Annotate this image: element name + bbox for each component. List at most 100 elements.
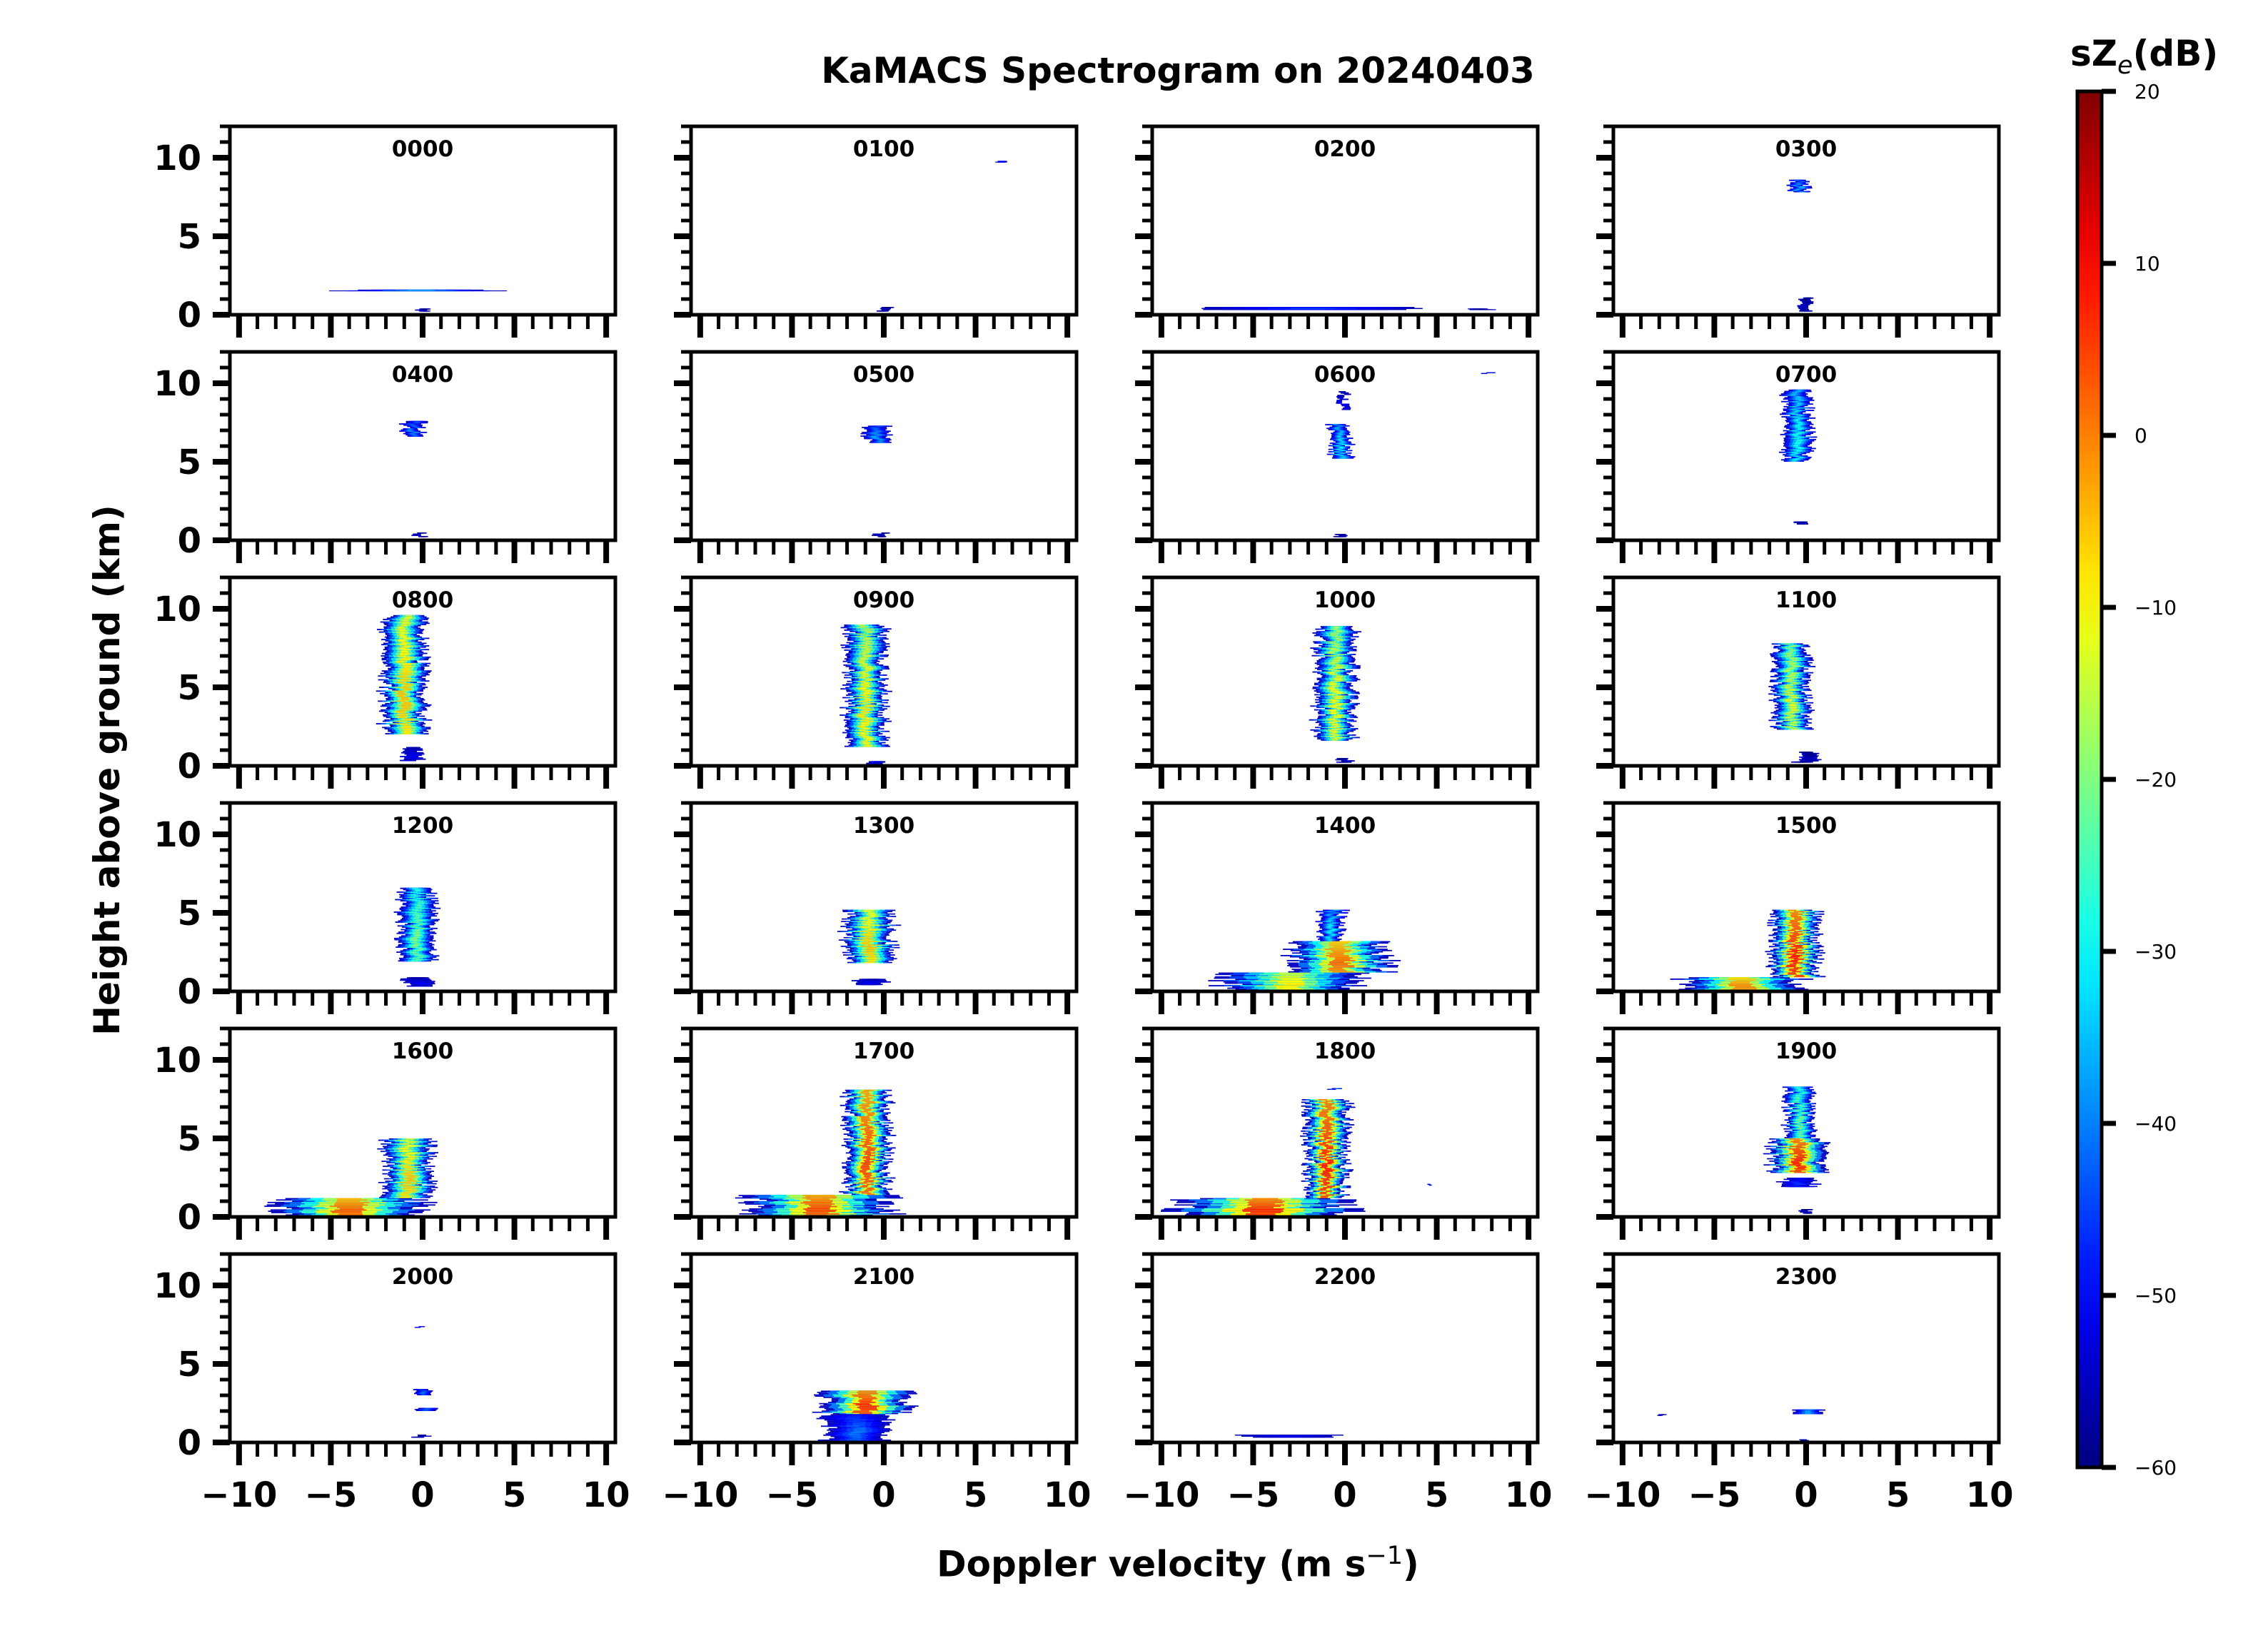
- echo-cell: [398, 647, 406, 649]
- echo-cell: [1332, 685, 1339, 687]
- echo-cell: [1344, 392, 1346, 394]
- echo-cell: [1798, 423, 1803, 425]
- echo-cell: [1331, 644, 1338, 647]
- echo-cell: [403, 677, 411, 679]
- echo-cell: [1794, 917, 1802, 919]
- echo-cell: [1341, 391, 1344, 393]
- echo-1: [866, 761, 886, 764]
- echo-cell: [1785, 713, 1790, 715]
- echo-cell: [1797, 439, 1804, 440]
- echo-cell: [1346, 407, 1348, 409]
- echo-cell: [1794, 918, 1803, 920]
- echo-1: [1467, 308, 1496, 310]
- echo-cell: [1808, 752, 1813, 754]
- echo-cell: [1789, 934, 1800, 936]
- echo-cell: [865, 949, 875, 951]
- echo-cell: [1277, 982, 1304, 984]
- echo-cell: [412, 909, 419, 911]
- echo-cell: [418, 947, 423, 949]
- echo-cell: [862, 923, 871, 925]
- echo-cell: [1790, 921, 1798, 923]
- echo-cell: [400, 1182, 411, 1183]
- echo-cell: [1284, 984, 1305, 986]
- echo-group: [876, 161, 1007, 312]
- echo-cell: [857, 688, 867, 690]
- echo-1: [1790, 752, 1822, 763]
- echo-cell: [1341, 758, 1344, 759]
- echo-cell: [875, 761, 879, 763]
- echo-cell: [1806, 301, 1809, 303]
- echo-cell: [403, 1149, 412, 1151]
- echo-cell: [1789, 968, 1798, 970]
- echo-cell: [1276, 986, 1298, 988]
- echo-cell: [415, 420, 420, 423]
- echo-cell: [403, 1167, 411, 1168]
- echo-cell: [863, 655, 872, 657]
- echo-cell: [403, 1185, 414, 1187]
- echo-cell: [1785, 966, 1796, 968]
- echo-cell: [1793, 455, 1799, 457]
- echo-cell: [1789, 657, 1798, 659]
- echo-cell: [861, 722, 869, 724]
- echo-cell: [1328, 942, 1349, 944]
- echo-cell: [1788, 972, 1796, 974]
- echo-cell: [1793, 438, 1799, 440]
- echo-cell: [862, 745, 872, 747]
- echo-cell: [1336, 714, 1343, 716]
- panel-label: 0600: [1314, 362, 1376, 388]
- echo-cell: [1790, 936, 1797, 938]
- echo-group: [860, 425, 893, 537]
- echo-cell: [862, 708, 871, 710]
- echo-cell: [1795, 947, 1804, 949]
- echo-cell: [1790, 718, 1798, 720]
- echo-cell: [860, 625, 869, 627]
- echo-cell: [858, 644, 868, 646]
- echo-cell: [400, 1194, 410, 1196]
- y-tick-label: 10: [153, 138, 201, 178]
- echo-cell: [1790, 649, 1796, 651]
- echo-cell: [1787, 689, 1795, 692]
- echo-cell: [1727, 979, 1756, 980]
- echo-cell: [399, 1196, 410, 1198]
- echo-0: [376, 615, 433, 734]
- echo-0: [1778, 389, 1818, 462]
- echo-cell: [1793, 445, 1798, 447]
- echo-cell: [401, 682, 410, 684]
- echo-cell: [1798, 428, 1802, 430]
- echo-cell: [877, 425, 883, 428]
- echo-cell: [417, 892, 424, 894]
- echo-cell: [1729, 977, 1750, 979]
- echo-cell: [1785, 684, 1791, 687]
- panel-0400: 0400 0 5 10: [153, 350, 618, 563]
- echo-cell: [406, 1190, 415, 1192]
- echo-cell: [409, 951, 416, 953]
- echo-cell: [1279, 972, 1309, 974]
- echo-cell: [1340, 430, 1344, 432]
- echo-cell: [1788, 943, 1795, 945]
- echo-cell: [400, 632, 408, 634]
- echo-cell: [397, 679, 407, 681]
- echo-cell: [1326, 952, 1344, 954]
- echo-cell: [864, 634, 872, 636]
- echo-cell: [1333, 912, 1339, 914]
- y-tick-label: 10: [153, 590, 201, 630]
- echo-cell: [865, 643, 874, 645]
- echo-cell: [1792, 430, 1797, 432]
- echo-group: [1325, 372, 1496, 537]
- echo-cell: [1791, 913, 1803, 915]
- echo-cell: [1331, 929, 1337, 930]
- y-tick-label: 5: [178, 443, 201, 482]
- panel-1200: 1200 0 5 10: [153, 801, 618, 1014]
- echo-cell: [1329, 672, 1335, 674]
- echo-cell: [397, 714, 405, 716]
- echo-cell: [413, 931, 420, 933]
- echo-cell: [1792, 926, 1800, 928]
- panel-0800: 0800 0 5 10: [153, 575, 618, 789]
- echo-cell: [1790, 937, 1800, 939]
- echo-cell: [400, 1147, 409, 1148]
- echo-cell: [1334, 737, 1343, 739]
- echo-cell: [860, 727, 867, 729]
- echo-cell: [1333, 697, 1342, 698]
- echo-cell: [1790, 412, 1795, 414]
- echo-cell: [866, 678, 874, 680]
